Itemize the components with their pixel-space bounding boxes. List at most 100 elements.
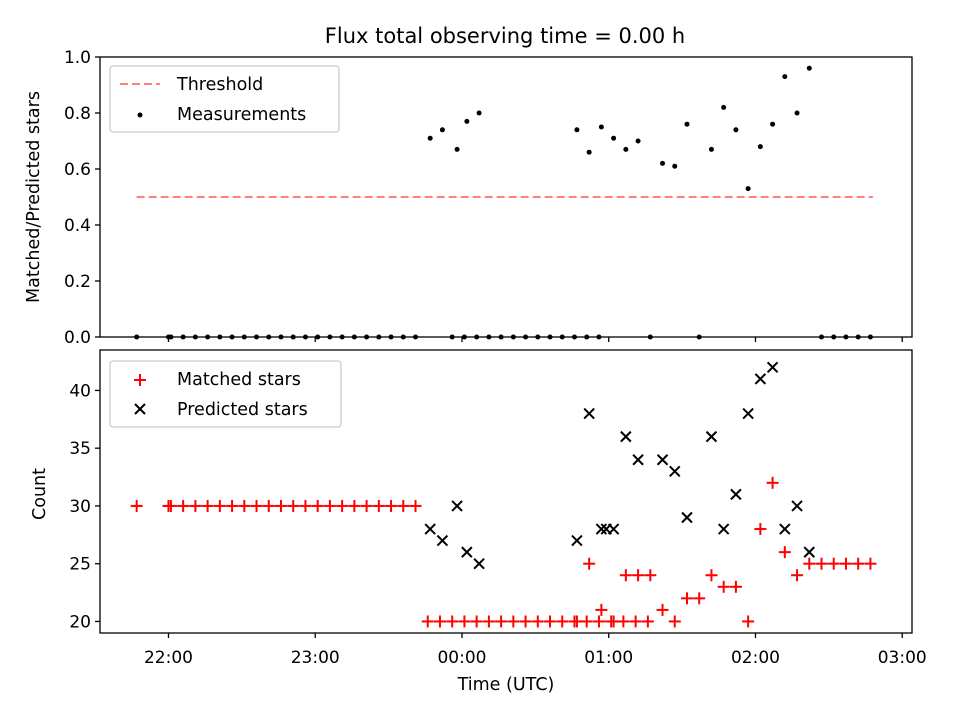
measurement-point xyxy=(745,186,751,192)
measurement-point xyxy=(439,127,445,133)
measurement-point xyxy=(476,110,482,116)
counts-marks-layer xyxy=(130,361,877,628)
matched-star-point xyxy=(238,499,251,512)
counts-y-tick-label: 40 xyxy=(69,381,91,401)
predicted-star-point xyxy=(571,534,583,547)
matched-star-point xyxy=(495,615,508,628)
predicted-star-point xyxy=(583,407,595,420)
ratio-y-tick-label: 1.0 xyxy=(64,48,91,68)
predicted-star-point xyxy=(461,546,473,558)
matched-star-point xyxy=(433,615,446,628)
ratio-y-tick-label: 0.6 xyxy=(64,160,91,180)
measurement-point xyxy=(806,65,812,71)
x-tick-label: 22:00 xyxy=(144,648,193,668)
matched-star-point xyxy=(656,603,669,616)
predicted-star-point xyxy=(669,465,681,477)
predicted-star-point xyxy=(632,454,644,466)
matched-star-point xyxy=(717,580,730,593)
predicted-star-point xyxy=(620,430,632,443)
matched-star-point xyxy=(446,615,459,628)
matched-star-point xyxy=(336,499,349,512)
measurement-point xyxy=(660,160,666,166)
matched-star-point xyxy=(729,580,742,593)
ratio-axes-frame xyxy=(99,56,913,338)
matched-star-point xyxy=(619,569,632,582)
measurement-point xyxy=(611,135,617,141)
ratio-y-axis: 0.0 0.2 0.4 0.6 0.8 1.0 xyxy=(64,48,100,348)
x-tick-label: 02:00 xyxy=(731,648,780,668)
matched-star-point xyxy=(531,615,544,628)
x-tick-label: 01:00 xyxy=(584,648,633,668)
predicted-star-point xyxy=(681,511,693,524)
matched-star-point xyxy=(164,499,177,512)
predicted-star-point xyxy=(779,523,791,535)
ratio-y-tick-label: 0.2 xyxy=(64,272,91,292)
counts-y-axis: 20 25 30 35 40 xyxy=(69,381,100,632)
legend-matched-swatch xyxy=(134,374,146,386)
ratio-legend-box xyxy=(109,65,340,133)
matched-star-point xyxy=(766,476,779,489)
matched-star-point xyxy=(348,499,361,512)
measurement-point xyxy=(757,144,763,150)
matched-star-point xyxy=(864,557,877,570)
matched-star-point xyxy=(778,546,791,559)
legend-matched-label: Matched stars xyxy=(177,370,301,390)
matched-star-point xyxy=(130,499,143,512)
predicted-star-point xyxy=(742,407,754,420)
counts-legend: Matched stars Predicted stars xyxy=(109,360,342,428)
counts-y-tick-label: 35 xyxy=(69,439,91,459)
predicted-star-point xyxy=(424,523,436,535)
matched-star-point xyxy=(250,499,263,512)
matched-star-point xyxy=(544,615,557,628)
matched-star-point xyxy=(556,615,569,628)
predicted-star-point xyxy=(656,454,669,466)
x-tick-label: 00:00 xyxy=(437,648,486,668)
matched-star-point xyxy=(372,499,385,512)
measurement-point xyxy=(672,163,678,169)
matched-star-point xyxy=(409,499,422,512)
x-tick-label: 03:00 xyxy=(878,648,927,668)
matched-star-point xyxy=(201,499,214,512)
matched-star-point xyxy=(311,499,324,512)
matched-star-point xyxy=(827,557,840,570)
matched-star-point xyxy=(595,603,608,616)
ratio-y-axis-label: Matched/Predicted stars xyxy=(24,91,44,303)
matched-star-point xyxy=(482,615,495,628)
x-axis-label: Time (UTC) xyxy=(457,675,555,695)
x-tick-label: 23:00 xyxy=(291,648,340,668)
matched-star-point xyxy=(629,615,642,628)
legend-predicted-label: Predicted stars xyxy=(177,400,308,420)
predicted-star-point xyxy=(436,534,449,547)
matched-star-point xyxy=(177,499,190,512)
ratio-legend: Threshold Measurements xyxy=(109,65,340,133)
predicted-star-point xyxy=(754,373,767,385)
matched-star-point xyxy=(385,499,398,512)
legend-predicted-swatch xyxy=(134,403,146,415)
measurement-point xyxy=(721,104,727,110)
measurement-point xyxy=(635,138,641,144)
measurement-point xyxy=(574,127,580,133)
matched-star-point xyxy=(680,592,693,605)
counts-panel: 20 25 30 35 40 22:00 23:00 00:00 01:00 02:00 03:0… xyxy=(30,349,927,695)
counts-y-tick-label: 30 xyxy=(69,497,91,517)
ratio-x-ticks xyxy=(167,337,903,342)
counts-y-tick-label: 20 xyxy=(69,612,91,632)
matched-star-point xyxy=(693,592,706,605)
matched-star-point xyxy=(458,615,471,628)
matched-star-point xyxy=(570,615,583,628)
matched-star-point xyxy=(839,557,852,570)
predicted-star-point xyxy=(717,523,730,535)
counts-axes-frame xyxy=(99,349,913,634)
matched-star-point xyxy=(754,523,767,536)
predicted-star-point xyxy=(730,488,742,501)
measurement-point xyxy=(684,121,690,127)
predicted-star-point xyxy=(791,500,803,512)
predicted-star-point xyxy=(766,361,779,374)
matched-star-point xyxy=(583,557,596,570)
matched-star-point xyxy=(189,499,202,512)
measurement-point xyxy=(464,118,470,124)
matched-star-point xyxy=(644,569,657,582)
counts-x-axis: 22:00 23:00 00:00 01:00 02:00 03:00 xyxy=(144,633,927,668)
ratio-panel: 0.0 0.2 0.4 0.6 0.8 1.0 Matched/Predicted sta… xyxy=(24,48,913,348)
